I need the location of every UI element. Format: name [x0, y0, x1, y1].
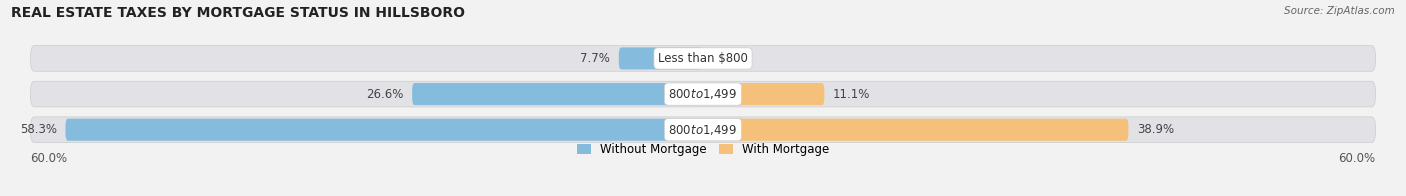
Text: REAL ESTATE TAXES BY MORTGAGE STATUS IN HILLSBORO: REAL ESTATE TAXES BY MORTGAGE STATUS IN …: [11, 6, 465, 20]
Text: 60.0%: 60.0%: [31, 152, 67, 165]
Text: Source: ZipAtlas.com: Source: ZipAtlas.com: [1284, 6, 1395, 16]
Text: Less than $800: Less than $800: [658, 52, 748, 65]
FancyBboxPatch shape: [412, 83, 703, 105]
FancyBboxPatch shape: [66, 119, 703, 141]
Text: 7.7%: 7.7%: [581, 52, 610, 65]
Text: 0.0%: 0.0%: [720, 52, 749, 65]
Text: $800 to $1,499: $800 to $1,499: [668, 87, 738, 101]
FancyBboxPatch shape: [31, 46, 1375, 71]
Text: 38.9%: 38.9%: [1137, 123, 1174, 136]
Text: 26.6%: 26.6%: [366, 88, 404, 101]
Text: 60.0%: 60.0%: [1339, 152, 1375, 165]
Text: 58.3%: 58.3%: [20, 123, 56, 136]
Text: $800 to $1,499: $800 to $1,499: [668, 123, 738, 137]
FancyBboxPatch shape: [31, 117, 1375, 142]
FancyBboxPatch shape: [703, 119, 1129, 141]
Text: 11.1%: 11.1%: [834, 88, 870, 101]
Legend: Without Mortgage, With Mortgage: Without Mortgage, With Mortgage: [576, 143, 830, 156]
FancyBboxPatch shape: [619, 47, 703, 70]
FancyBboxPatch shape: [703, 83, 824, 105]
FancyBboxPatch shape: [31, 81, 1375, 107]
